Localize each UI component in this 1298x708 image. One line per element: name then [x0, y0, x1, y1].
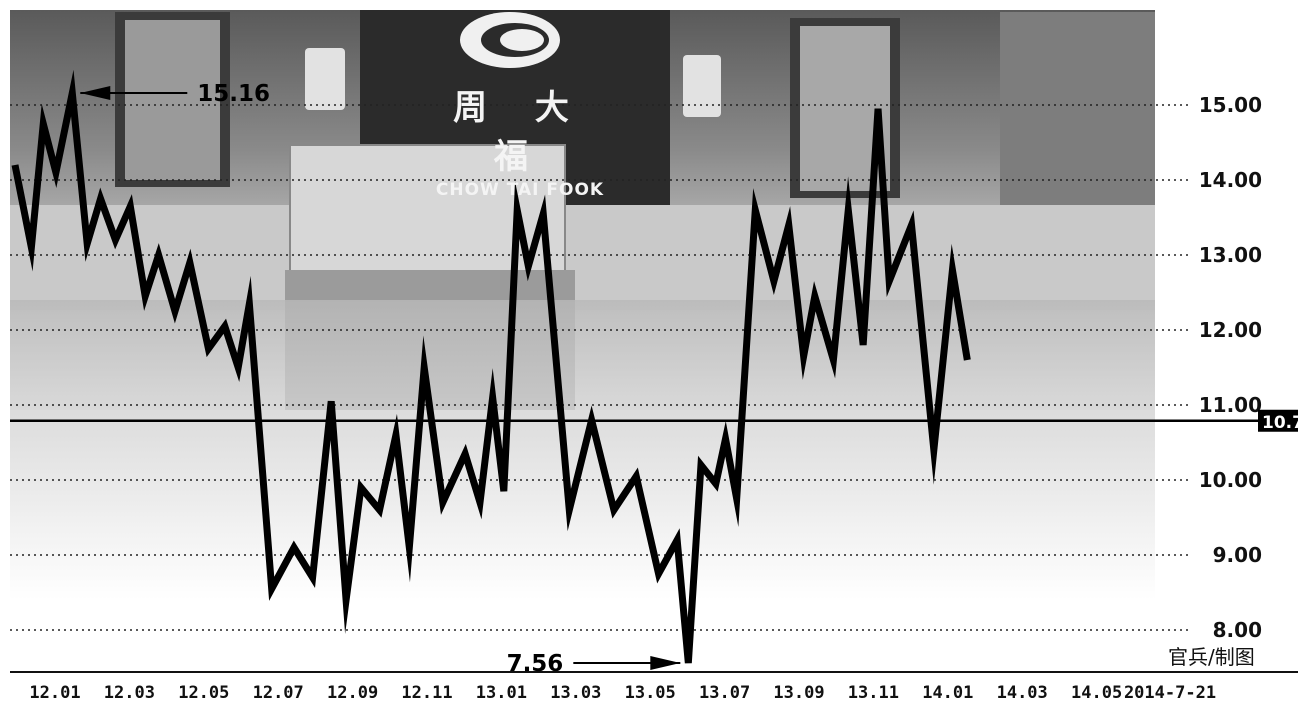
x-tick-label: 13.05: [625, 683, 676, 703]
y-tick-label: 8.00: [1213, 618, 1262, 642]
x-tick-label: 12.11: [401, 683, 452, 703]
x-tick-label: 14.01: [922, 683, 973, 703]
x-tick-label: 13.03: [550, 683, 601, 703]
y-tick-label: 11.00: [1199, 393, 1262, 417]
x-tick-label: 12.01: [29, 683, 80, 703]
storefront-background: [10, 10, 1155, 600]
x-tick-label: 13.01: [476, 683, 527, 703]
storefront-sign: 周 大 福 CHOW TAI FOOK: [420, 80, 620, 200]
y-tick-label: 12.00: [1199, 318, 1262, 342]
x-tick-label: 12.03: [104, 683, 155, 703]
y-tick-label: 9.00: [1213, 543, 1262, 567]
annotation-min-label: 7.56: [507, 651, 564, 677]
reference-line-group: 10.79: [10, 409, 1298, 433]
series-group: [11, 69, 971, 664]
annotation-max-label: 15.16: [197, 81, 270, 107]
x-axis-tick-labels: 12.01 12.03 12.05 12.07 12.09 12.11 13.01 13.03…: [0, 671, 1298, 708]
series-line: [11, 69, 971, 664]
y-tick-label: 14.00: [1199, 168, 1262, 192]
grid-lines: [10, 104, 1192, 631]
y-axis-tick-labels: 15.00 14.00 13.00 12.00 11.00 10.00 9.00 8.00: [1199, 93, 1262, 642]
x-tick-label: 14.03: [997, 683, 1048, 703]
y-tick-label: 10.00: [1199, 468, 1262, 492]
annotation-arrowhead: [650, 656, 681, 670]
x-tick-label: 12.05: [178, 683, 229, 703]
x-tick-label: 13.11: [848, 683, 899, 703]
x-tick-label: 12.09: [327, 683, 378, 703]
x-tick-label: 13.09: [773, 683, 824, 703]
chart-credit: 官兵/制图: [1168, 645, 1255, 669]
y-tick-label: 13.00: [1199, 243, 1262, 267]
reference-line-label: 10.79: [1262, 413, 1298, 433]
storefront-sign-english: CHOW TAI FOOK: [435, 180, 605, 200]
reference-line-badge: [1258, 409, 1298, 432]
x-tick-label: 12.07: [253, 683, 304, 703]
x-tick-label: 14.05: [1071, 683, 1122, 703]
x-tick-label: 13.07: [699, 683, 750, 703]
annotations-group: 15.16 7.56: [80, 81, 681, 677]
annotation-arrowhead: [80, 86, 111, 100]
y-tick-label: 15.00: [1199, 93, 1262, 117]
storefront-sign-chinese: 周 大 福: [453, 88, 587, 177]
x-tick-label: 2014-7-21: [1124, 683, 1216, 703]
